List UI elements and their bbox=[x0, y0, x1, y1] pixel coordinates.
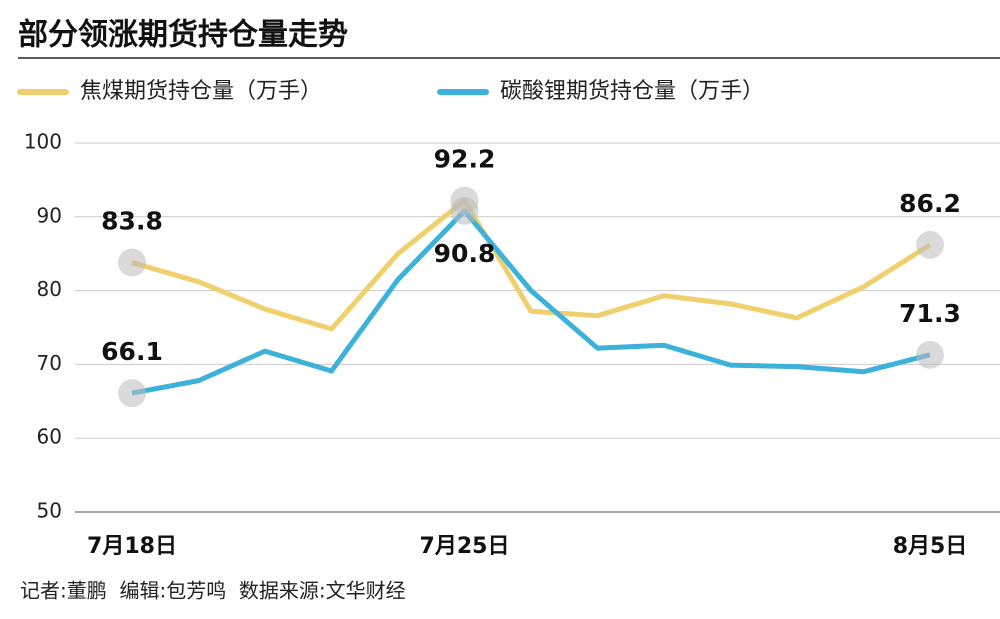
point-highlight bbox=[916, 340, 944, 369]
data-label: 71.3 bbox=[899, 299, 961, 328]
series-line bbox=[131, 198, 932, 332]
y-tick-label: 90 bbox=[37, 203, 62, 227]
series-line bbox=[131, 208, 931, 396]
chart-title: 部分领涨期货持仓量走势 bbox=[18, 18, 348, 53]
data-label: 83.8 bbox=[101, 207, 163, 236]
y-tick-label: 80 bbox=[37, 277, 62, 301]
point-highlight bbox=[916, 230, 944, 259]
x-tick-label: 8月5日 bbox=[893, 534, 968, 559]
legend-label: 焦煤期货持仓量（万手） bbox=[80, 79, 322, 104]
x-tick-label: 7月25日 bbox=[420, 534, 510, 559]
x-tick-label: 7月18日 bbox=[87, 534, 177, 559]
legend-label: 碳酸锂期货持仓量（万手） bbox=[500, 79, 764, 104]
y-tick-label: 70 bbox=[37, 351, 62, 375]
point-highlight bbox=[118, 248, 146, 277]
data-label: 66.1 bbox=[101, 337, 163, 366]
data-label: 92.2 bbox=[434, 145, 496, 174]
point-highlight bbox=[118, 379, 146, 408]
y-tick-label: 60 bbox=[37, 425, 62, 449]
y-tick-label: 100 bbox=[24, 130, 62, 154]
footer: 记者:董鹏 编辑:包芳鸣 数据来源:文华财经 bbox=[20, 579, 406, 603]
data-label: 86.2 bbox=[899, 189, 961, 218]
point-highlight bbox=[450, 196, 479, 225]
y-tick-label: 50 bbox=[37, 499, 62, 523]
data-label: 90.8 bbox=[434, 239, 496, 268]
